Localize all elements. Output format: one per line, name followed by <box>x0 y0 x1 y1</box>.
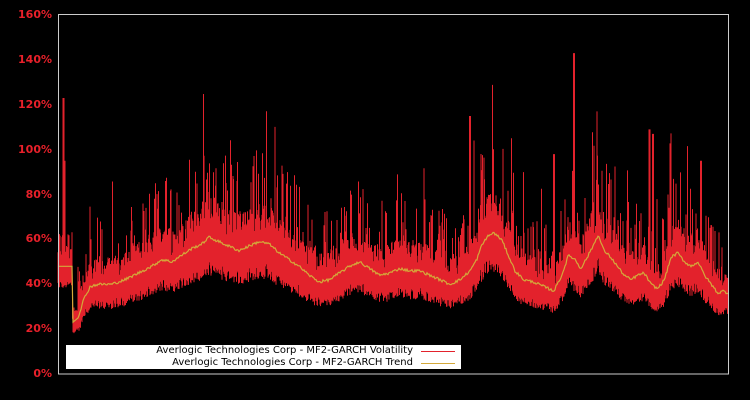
legend-swatch-trend <box>421 362 455 364</box>
legend-item-volatility: Averlogic Technologies Corp - MF2-GARCH … <box>156 345 455 357</box>
legend-label-trend: Averlogic Technologies Corp - MF2-GARCH … <box>172 357 413 368</box>
legend-item-trend: Averlogic Technologies Corp - MF2-GARCH … <box>172 357 455 369</box>
legend-label-volatility: Averlogic Technologies Corp - MF2-GARCH … <box>156 345 413 356</box>
y-tick-label: 20% <box>25 322 52 336</box>
y-tick-label: 140% <box>18 52 52 66</box>
trend-series <box>58 231 729 324</box>
y-tick-label: 160% <box>18 8 52 21</box>
volatility-series <box>57 53 729 334</box>
y-tick-label: 100% <box>18 142 52 156</box>
plot-frame <box>58 14 729 375</box>
y-tick-label: 60% <box>25 232 52 246</box>
y-tick-label: 40% <box>25 277 52 291</box>
y-tick-label: 120% <box>18 97 52 111</box>
legend: Averlogic Technologies Corp - MF2-GARCH … <box>66 345 461 369</box>
legend-swatch-volatility <box>421 350 455 352</box>
y-tick-label: 80% <box>25 187 52 201</box>
y-tick-label: 0% <box>33 367 52 380</box>
